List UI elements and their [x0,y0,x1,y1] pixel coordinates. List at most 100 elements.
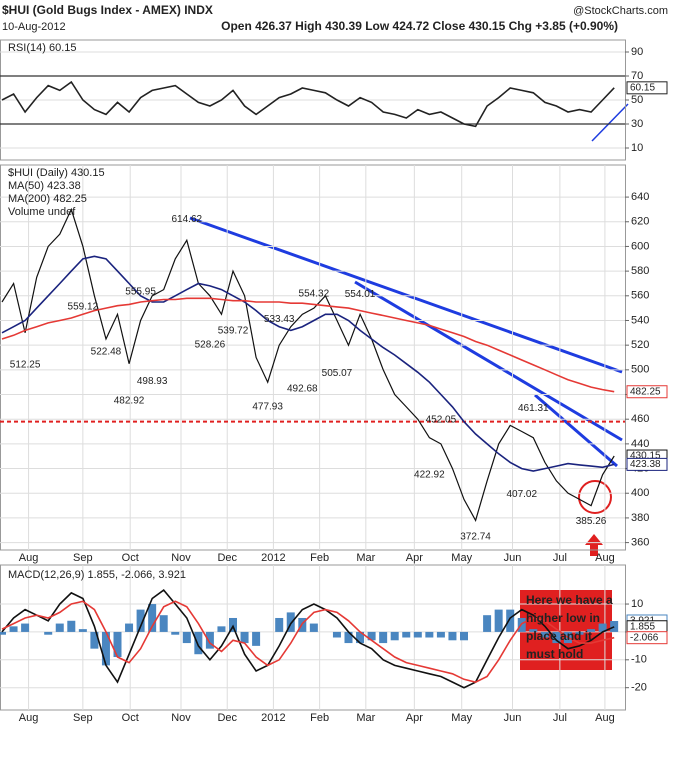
histogram-bar [425,631,434,638]
y-tick-label: 500 [631,364,649,376]
note-text: Here we have a [526,593,613,607]
histogram-bar [55,623,64,632]
x-tick-label: Aug [19,552,39,564]
x-tick-label: Mar [356,712,375,724]
histogram-bar [136,609,145,632]
histogram-bar [182,631,191,644]
legend-entry: MA(200) 482.25 [8,193,87,205]
chart-title: $HUI (Gold Bugs Index - AMEX) INDX [2,3,213,17]
histogram-bar [44,631,53,635]
x-tick-label: Aug [595,712,615,724]
histogram-bar [217,626,226,632]
legend-entry: MACD(12,26,9) 1.855, -2.066, 3.921 [8,569,186,581]
trendline [354,280,623,442]
histogram-bar [598,623,607,632]
histogram-bar [575,631,584,635]
histogram-bar [240,631,249,644]
arrow [585,534,603,556]
histogram-bar [194,631,203,655]
histogram-bar [552,631,561,644]
price-annotation: 461.31 [518,403,549,414]
x-tick-label: Apr [406,712,423,724]
histogram-bar [332,631,341,638]
series-line [1,80,615,128]
rsi-trendline [591,103,629,142]
x-tick-label: Dec [217,712,237,724]
histogram-bar [309,623,318,632]
x-tick-label: 2012 [261,552,285,564]
series-line [1,255,615,472]
value-flag [626,631,668,645]
histogram-bar [171,631,180,635]
y-tick-label: -10 [631,654,647,666]
histogram-bar [0,631,6,635]
quote: Open 426.37 High 430.39 Low 424.72 Close… [221,19,618,33]
x-tick-label: Sep [73,552,93,564]
x-tick-label: Sep [73,712,93,724]
price-annotation: 539.72 [218,325,249,336]
histogram-bar [67,620,76,632]
y-tick-label: 50 [631,94,643,106]
histogram-bar [101,631,110,666]
price-annotation: 555.95 [125,286,156,297]
histogram-bar [587,629,596,632]
price-annotation: 559.12 [68,302,99,313]
legend-entry: $HUI (Daily) 430.15 [8,167,105,179]
value-flag [626,81,668,95]
x-tick-label: Feb [310,552,329,564]
y-tick-label: 70 [631,70,643,82]
histogram-bar [205,631,214,649]
price-annotation: 498.93 [137,376,168,387]
histogram-bar [21,623,30,632]
histogram-bar [275,617,284,632]
y-tick-label: 400 [631,487,649,499]
price-annotation: 554.32 [299,288,330,299]
price-annotation: 522.48 [91,347,122,358]
x-tick-label: Apr [406,552,423,564]
x-tick-label: Jun [504,552,522,564]
x-tick-label: Jul [553,712,567,724]
note-text: place and it [526,629,592,643]
y-tick-label: 460 [631,413,649,425]
histogram-bar [125,623,134,632]
value-flag-label: 60.15 [630,82,655,93]
y-tick-label: 600 [631,240,649,252]
y-tick-label: 640 [631,191,649,203]
note-text: higher low in [526,611,600,625]
histogram-bar [90,631,99,649]
y-tick-label: 10 [631,142,643,154]
y-tick-label: 360 [631,537,649,549]
histogram-bar [78,629,87,632]
y-tick-label: 90 [631,46,643,58]
value-flag-label: 430.15 [630,451,661,462]
note-text: must hold [526,647,583,661]
price-annotation: 492.68 [287,384,318,395]
y-tick-label: 620 [631,216,649,228]
price-annotation: 533.43 [264,314,295,325]
x-tick-label: Oct [122,712,139,724]
trendline [189,216,623,374]
x-tick-label: Aug [595,552,615,564]
y-tick-label: 440 [631,438,649,450]
histogram-bar [379,631,388,644]
histogram-bar [506,609,515,632]
histogram-bar [367,631,376,641]
histogram-bar [390,631,399,641]
x-tick-label: Nov [171,712,191,724]
price-annotation: 512.25 [10,359,41,370]
series-line [1,297,615,393]
brand: @StockCharts.com [573,5,668,17]
y-tick-label: 540 [631,314,649,326]
value-flag-label: 1.855 [630,621,655,632]
histogram-bar [460,631,468,641]
x-tick-label: 2012 [261,712,285,724]
value-flag [626,457,668,471]
x-tick-label: Mar [356,552,375,564]
histogram-bar [436,631,445,638]
x-tick-label: Feb [310,712,329,724]
price-annotation: 482.92 [114,396,145,407]
histogram-bar [252,631,261,646]
value-flag-label: 423.38 [630,459,661,470]
histogram-bar [540,631,549,638]
